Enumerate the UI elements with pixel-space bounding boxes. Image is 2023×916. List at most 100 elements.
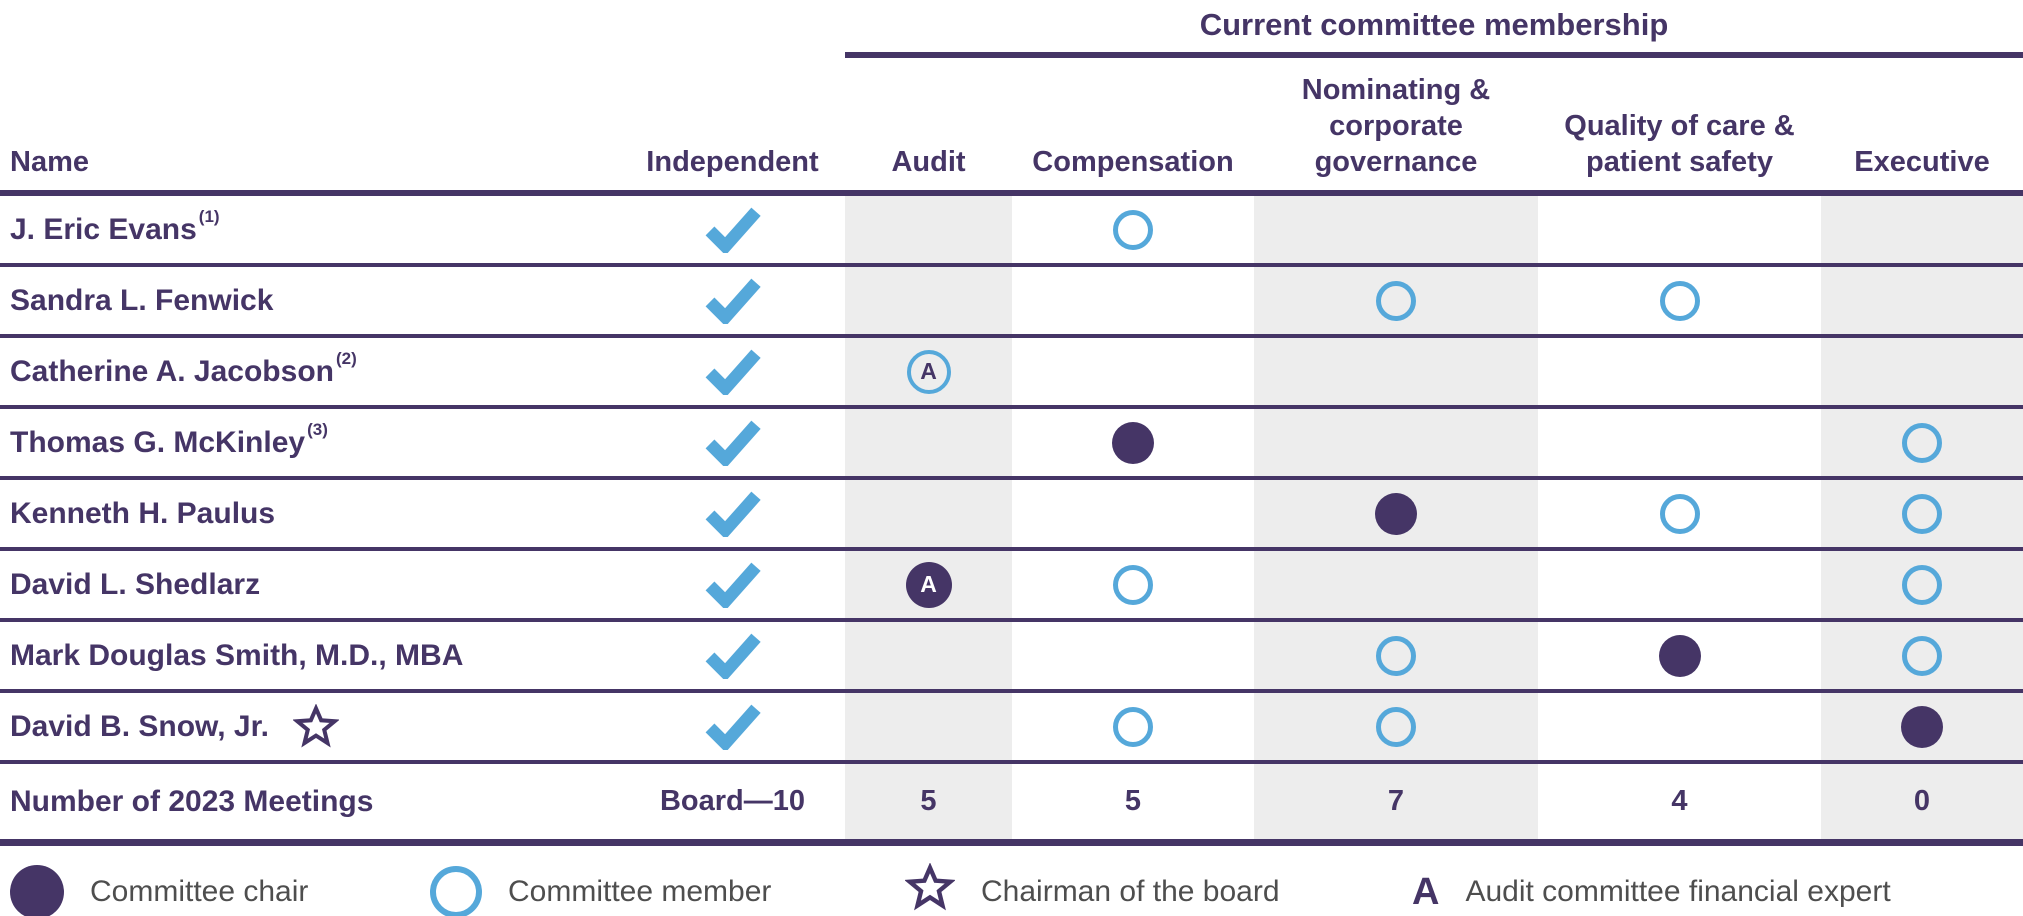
executive-cell	[1821, 196, 2023, 263]
independent-check-icon	[705, 207, 761, 253]
member-name: David L. Shedlarz	[10, 567, 261, 601]
legend-item-committee-member: Committee member	[430, 856, 771, 916]
header-line: patient safety	[1586, 146, 1773, 178]
meetings-label: Number of 2023 Meetings	[10, 784, 374, 818]
audit-cell	[845, 196, 1012, 263]
quality-cell	[1538, 196, 1821, 263]
nominating-cell	[1254, 338, 1538, 405]
table-row: Thomas G. McKinley (3)	[0, 409, 2023, 480]
table-row: J. Eric Evans (1)	[0, 196, 2023, 267]
member-name: Thomas G. McKinley	[10, 425, 306, 459]
header-line: Quality of care &	[1564, 110, 1795, 142]
table-row: David L. Shedlarz A	[0, 551, 2023, 622]
committee-member-icon	[1113, 706, 1153, 747]
independent-cell	[620, 196, 845, 263]
member-name-cell: Catherine A. Jacobson (2)	[0, 338, 620, 405]
header-line: governance	[1314, 146, 1478, 178]
group-header-row: Current committee membership	[0, 0, 2023, 58]
legend-item-chairman-of-board: Chairman of the board	[904, 856, 1280, 916]
member-name: Kenneth H. Paulus	[10, 496, 276, 530]
committee-member-icon	[1659, 493, 1700, 534]
meetings-executive-count: 0	[1821, 764, 2023, 839]
audit-cell	[845, 409, 1012, 476]
compensation-cell	[1012, 480, 1254, 547]
nominating-cell	[1254, 622, 1538, 689]
member-name: David B. Snow, Jr.	[10, 709, 269, 743]
chairman-star-icon	[292, 703, 339, 750]
member-name-cell: David B. Snow, Jr.	[0, 693, 620, 760]
meetings-audit-count: 5	[845, 764, 1012, 839]
group-header-spacer	[0, 0, 845, 58]
audit-cell	[845, 480, 1012, 547]
executive-cell	[1821, 693, 2023, 760]
column-header-compensation: Compensation	[1032, 146, 1234, 178]
member-name: J. Eric Evans	[10, 212, 197, 246]
committee-member-icon	[1902, 564, 1942, 605]
audit-cell: A	[845, 338, 1012, 405]
header-line: corporate	[1329, 110, 1463, 142]
committee-chair-icon	[1901, 705, 1943, 748]
header-lines: Quality of care & patient safety	[1564, 108, 1794, 180]
quality-cell	[1538, 693, 1821, 760]
footnote-marker: (2)	[335, 348, 357, 368]
member-name-cell: Sandra L. Fenwick	[0, 267, 620, 334]
compensation-cell	[1012, 338, 1254, 405]
quality-cell	[1538, 622, 1821, 689]
committee-member-icon	[1113, 564, 1153, 605]
nominating-cell	[1254, 480, 1538, 547]
quality-cell	[1538, 409, 1821, 476]
nominating-cell	[1254, 196, 1538, 263]
column-header-row: Name Independent Audit Compensation Nomi…	[0, 58, 2023, 196]
legend-label: Chairman of the board	[981, 875, 1280, 908]
legend-label: Audit committee financial expert	[1465, 875, 1891, 908]
committee-chair-icon	[1658, 634, 1701, 677]
member-name: Sandra L. Fenwick	[10, 283, 274, 317]
compensation-cell	[1012, 267, 1254, 334]
independent-cell	[620, 693, 845, 760]
committee-member-icon	[430, 866, 482, 916]
compensation-cell	[1012, 409, 1254, 476]
audit-expert-a-icon: A	[1412, 870, 1440, 913]
quality-cell	[1538, 551, 1821, 618]
quality-cell	[1538, 267, 1821, 334]
legend-item-audit-financial-expert: A Audit committee financial expert	[1412, 856, 1891, 916]
independent-cell	[620, 480, 845, 547]
executive-cell	[1821, 622, 2023, 689]
independent-check-icon	[705, 278, 761, 324]
member-name-cell: Mark Douglas Smith, M.D., MBA	[0, 622, 620, 689]
executive-cell	[1821, 338, 2023, 405]
committee-member-icon	[1113, 209, 1153, 250]
independent-cell	[620, 622, 845, 689]
table-row: Catherine A. Jacobson (2) A	[0, 338, 2023, 409]
audit-cell	[845, 267, 1012, 334]
table-row: Sandra L. Fenwick	[0, 267, 2023, 338]
legend-label: Committee member	[508, 875, 772, 908]
committee-member-icon	[1376, 706, 1416, 747]
committee-chair-icon	[1375, 492, 1417, 535]
table-body: J. Eric Evans (1) Sandra L. Fenwick Catheri…	[0, 196, 2023, 764]
legend-item-committee-chair: Committee chair	[10, 856, 308, 916]
executive-cell	[1821, 409, 2023, 476]
footnote-marker: (3)	[307, 419, 328, 439]
nominating-cell	[1254, 693, 1538, 760]
meetings-quality-count: 4	[1671, 785, 1688, 817]
independent-cell	[620, 409, 845, 476]
audit-cell	[845, 622, 1012, 689]
member-name: Catherine A. Jacobson	[10, 354, 334, 388]
compensation-cell	[1012, 551, 1254, 618]
member-name: Mark Douglas Smith, M.D., MBA	[10, 638, 464, 672]
member-name-cell: J. Eric Evans (1)	[0, 196, 620, 263]
audit-cell	[845, 693, 1012, 760]
nominating-cell	[1254, 267, 1538, 334]
footnote-marker: (1)	[198, 206, 220, 226]
meetings-compensation-count: 5	[1124, 785, 1142, 817]
independent-check-icon	[705, 420, 761, 466]
committee-member-icon	[1376, 635, 1416, 676]
independent-cell	[620, 551, 845, 618]
meetings-board-count: Board—10	[659, 785, 806, 817]
quality-cell	[1538, 338, 1821, 405]
independent-check-icon	[705, 633, 761, 679]
legend-label: Committee chair	[90, 875, 309, 908]
quality-cell	[1538, 480, 1821, 547]
